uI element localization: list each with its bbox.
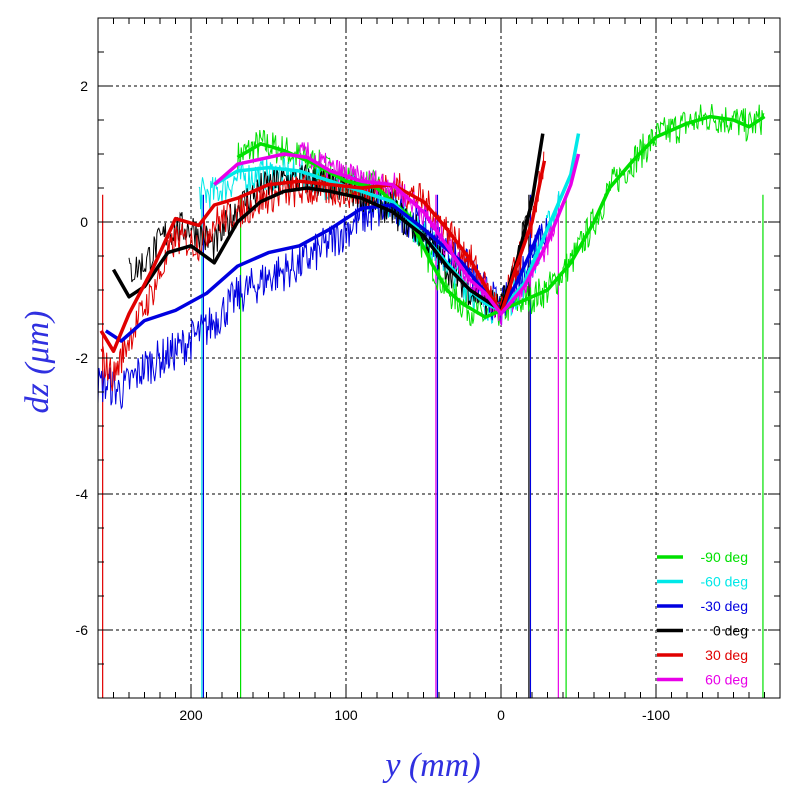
y-tick-label: -2 <box>76 350 89 366</box>
y-axis-label: dz (μm) <box>19 311 56 414</box>
x-tick-label: -100 <box>642 707 670 723</box>
x-tick-labels: 200 100 0 -100 <box>179 707 670 723</box>
y-tick-label: 0 <box>80 214 88 230</box>
x-tick-label: 0 <box>497 707 505 723</box>
legend-label: -90 deg <box>701 549 748 565</box>
smoothed-traces <box>99 114 766 353</box>
grid <box>98 18 780 698</box>
x-tick-label: 200 <box>179 707 203 723</box>
y-tick-label: -6 <box>76 622 89 638</box>
tick-marks <box>98 17 781 699</box>
y-tick-label: 2 <box>80 78 88 94</box>
y-tick-labels: 2 0 -2 -4 -6 <box>76 78 89 638</box>
y-tick-label: -4 <box>76 486 89 502</box>
series-line-5 <box>213 152 581 316</box>
x-axis-label: y (mm) <box>382 747 480 784</box>
legend-label: -60 deg <box>701 574 748 590</box>
legend-label: 60 deg <box>705 672 748 688</box>
legend-label: 0 deg <box>713 623 748 639</box>
legend: -90 deg -60 deg -30 deg 0 deg 30 deg 60 deg <box>657 549 748 688</box>
x-tick-label: 100 <box>334 707 358 723</box>
raw-line-0 <box>237 104 765 327</box>
legend-label: -30 deg <box>701 598 748 614</box>
legend-label: 30 deg <box>705 647 748 663</box>
